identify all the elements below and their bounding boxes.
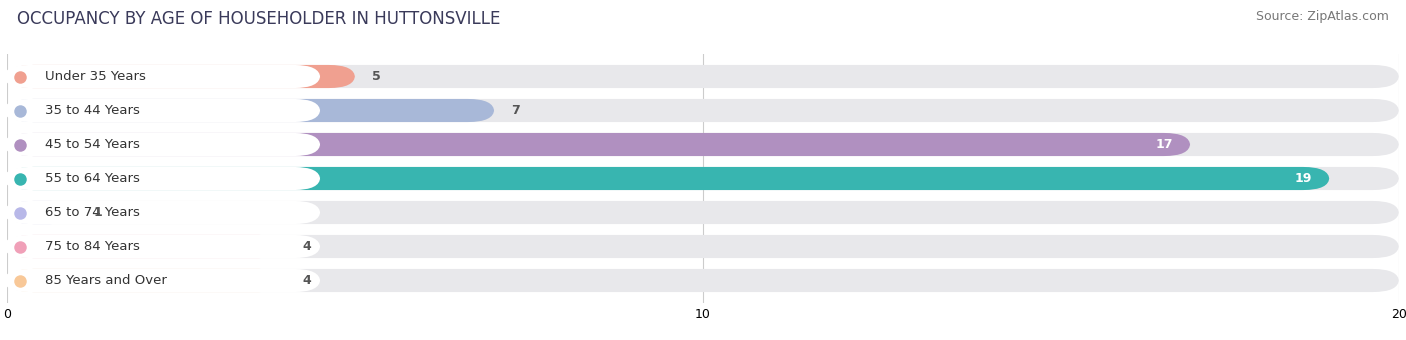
Text: 17: 17 [1156, 138, 1173, 151]
Text: 7: 7 [512, 104, 520, 117]
Text: 85 Years and Over: 85 Years and Over [45, 274, 167, 287]
FancyBboxPatch shape [7, 235, 1399, 258]
Text: 19: 19 [1295, 172, 1312, 185]
FancyBboxPatch shape [7, 201, 77, 224]
FancyBboxPatch shape [4, 99, 321, 122]
Text: 4: 4 [302, 274, 312, 287]
Text: 55 to 64 Years: 55 to 64 Years [45, 172, 141, 185]
FancyBboxPatch shape [7, 65, 354, 88]
FancyBboxPatch shape [7, 167, 1399, 190]
Text: OCCUPANCY BY AGE OF HOUSEHOLDER IN HUTTONSVILLE: OCCUPANCY BY AGE OF HOUSEHOLDER IN HUTTO… [17, 10, 501, 28]
FancyBboxPatch shape [4, 167, 321, 190]
FancyBboxPatch shape [4, 133, 321, 156]
Text: 75 to 84 Years: 75 to 84 Years [45, 240, 141, 253]
Text: 5: 5 [373, 70, 381, 83]
FancyBboxPatch shape [7, 269, 1399, 292]
Text: 35 to 44 Years: 35 to 44 Years [45, 104, 141, 117]
Text: 1: 1 [94, 206, 103, 219]
FancyBboxPatch shape [7, 99, 495, 122]
Text: 65 to 74 Years: 65 to 74 Years [45, 206, 141, 219]
Text: Source: ZipAtlas.com: Source: ZipAtlas.com [1256, 10, 1389, 23]
FancyBboxPatch shape [4, 201, 321, 224]
FancyBboxPatch shape [7, 133, 1399, 156]
FancyBboxPatch shape [7, 65, 1399, 88]
FancyBboxPatch shape [7, 133, 1191, 156]
FancyBboxPatch shape [7, 99, 1399, 122]
FancyBboxPatch shape [4, 235, 321, 258]
FancyBboxPatch shape [4, 65, 321, 88]
Text: Under 35 Years: Under 35 Years [45, 70, 146, 83]
FancyBboxPatch shape [7, 201, 1399, 224]
Text: 45 to 54 Years: 45 to 54 Years [45, 138, 141, 151]
FancyBboxPatch shape [7, 269, 285, 292]
Text: 4: 4 [302, 240, 312, 253]
FancyBboxPatch shape [4, 269, 321, 292]
FancyBboxPatch shape [7, 235, 285, 258]
FancyBboxPatch shape [7, 167, 1330, 190]
